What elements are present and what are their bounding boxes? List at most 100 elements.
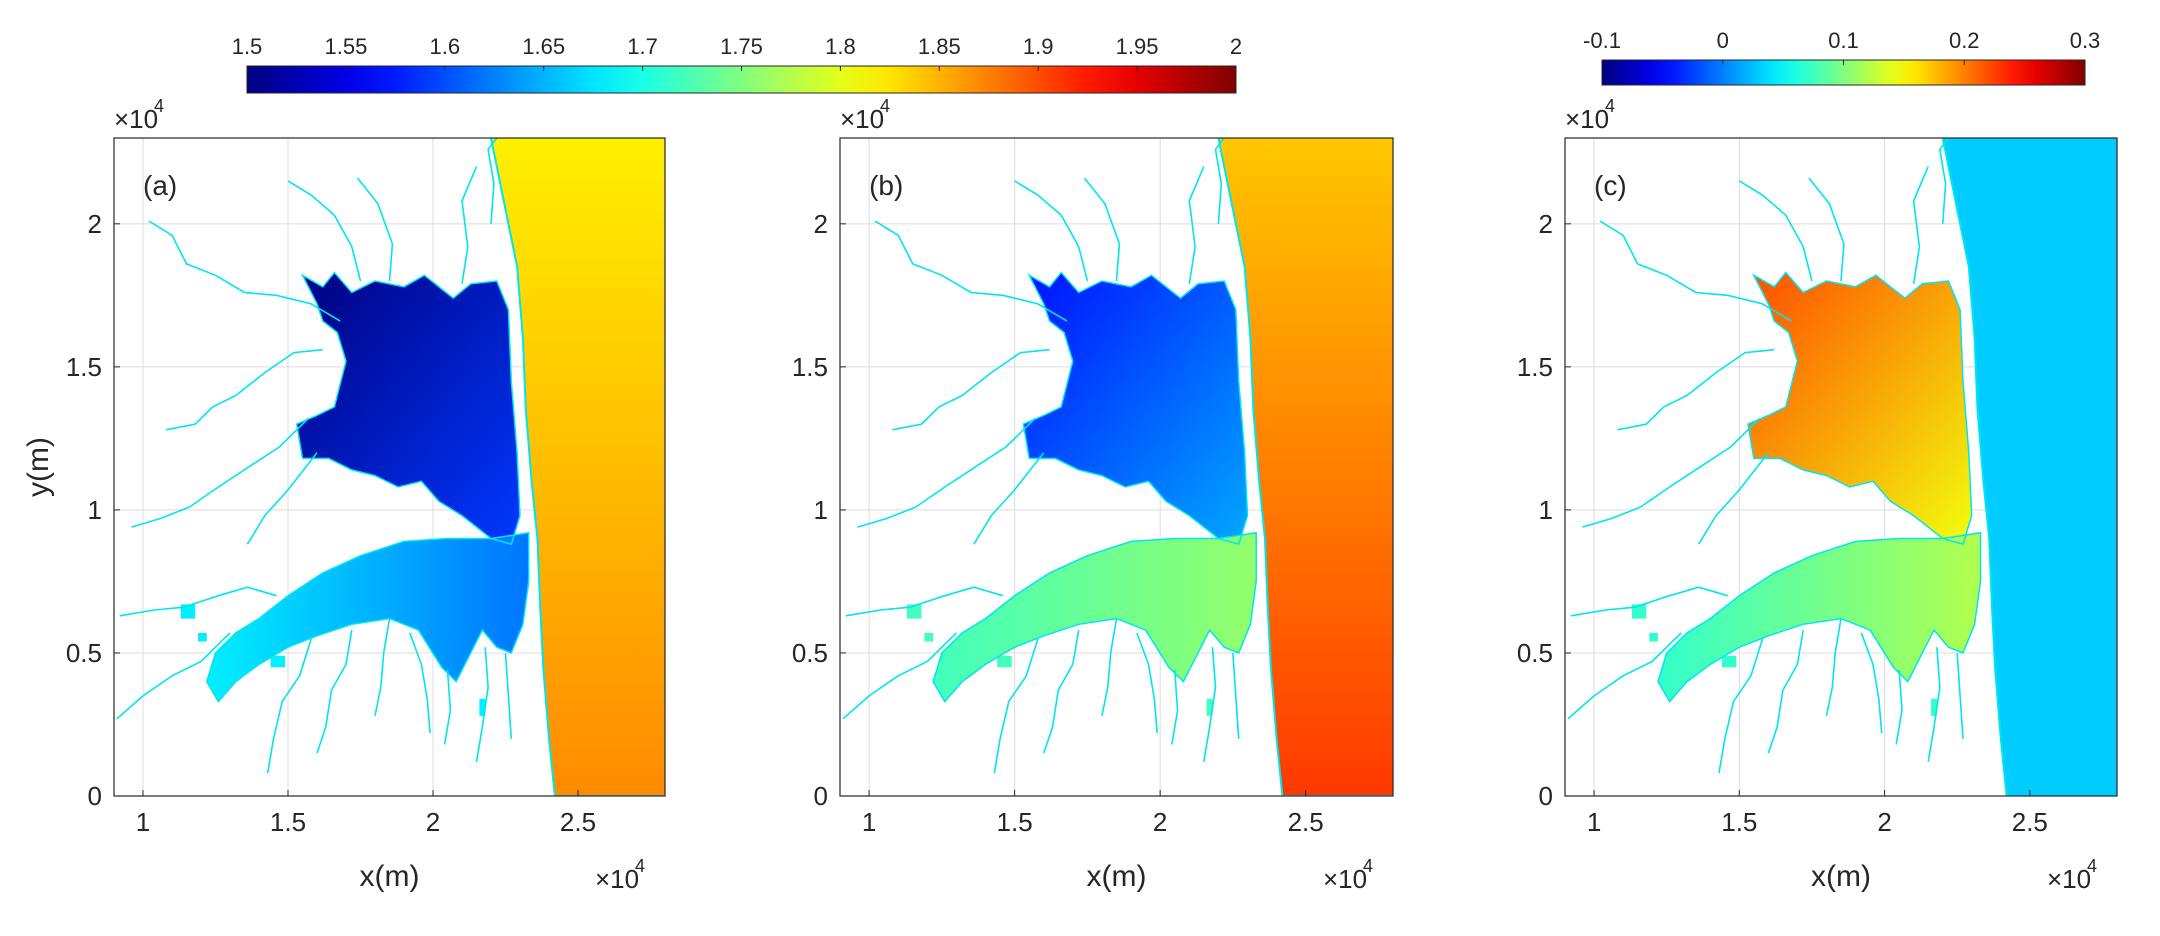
creek-line [1203,647,1217,762]
colorbar-tick-label: 2 [1230,34,1242,59]
y-tick-label: 0 [88,781,102,811]
y-tick-label: 1 [1539,495,1553,525]
y-tick-label: 2 [814,209,828,239]
panel-label: (b) [869,170,903,201]
x-tick-label: 2.5 [1288,807,1324,837]
creek-line [287,180,362,282]
x-tick-label: 2 [1153,807,1167,837]
creek-line [1014,180,1089,282]
creek-line [1567,632,1682,720]
creek-line [1101,618,1118,717]
colorbar-1: 1.5 1.55 1.6 1.65 1.7 1.75 1.8 1.85 1.9 1.95 2 [232,34,1242,94]
ocean-field [1218,138,1393,796]
river-coastline [205,531,530,703]
colorbar-tick-label: 1.5 [232,34,263,59]
x-multiplier: ×10 [1323,864,1367,894]
patch-field [1631,604,1647,619]
patch-field [1931,698,1937,716]
patch-field [906,604,922,619]
patch-field [198,632,207,642]
colorbar-tick-label: 1.85 [918,34,961,59]
creek-line [316,629,353,754]
bay-coastline [295,271,521,546]
x-axis-label: x(m) [1811,860,1871,893]
x-multiplier-exp: 4 [1363,856,1373,876]
bay-field [1748,272,1972,545]
y-multiplier-exp: 4 [1605,96,1615,116]
creek-line [166,348,323,431]
colorbar-tick-label: 1.55 [324,34,367,59]
creek-line [1860,632,1883,734]
creek-line [1214,138,1225,224]
creek-line [892,348,1050,431]
y-tick-label: 1.5 [792,352,828,382]
creek-line [1956,652,1964,739]
x-tick-label: 2 [1877,807,1891,837]
panel-label: (c) [1594,170,1627,201]
creek-line [1042,629,1080,754]
creek-line [1188,166,1205,285]
river-coastline [932,531,1257,703]
creek-line [487,138,498,224]
river-field [206,532,529,702]
patch-field [180,604,196,619]
patch-field [1721,655,1737,668]
x-tick-label: 2 [426,807,440,837]
x-axis-label: x(m) [1087,860,1147,893]
creek-line [1617,348,1775,431]
y-multiplier-exp: 4 [880,96,890,116]
y-multiplier: ×10 [1565,104,1609,134]
river-field [1658,532,1981,702]
y-tick-label: 0.5 [66,638,102,668]
creek-line [1938,138,1950,224]
y-tick-label: 2 [1539,209,1553,239]
creek-line [1570,586,1728,617]
axes-box [113,137,666,797]
x-tick-label: 1.5 [1721,807,1757,837]
creek-line [1718,638,1764,774]
creek-line [504,652,513,739]
coastline [490,138,665,796]
patch-field [1649,632,1658,642]
colorbar-tick-label: -0.1 [1583,28,1621,53]
creek-line [1927,647,1941,762]
y-axis-label: y(m) [22,437,55,497]
creek-line [857,417,1036,528]
creek-line [1171,670,1179,745]
x-tick-label: 2.5 [560,807,596,837]
axes-box [839,137,1394,797]
creek-line [246,452,318,545]
creek-line [1232,652,1240,739]
coastline [1217,138,1393,796]
ocean-field [491,138,665,796]
x-multiplier-exp: 4 [2087,856,2097,876]
creek-line [874,220,1068,322]
creek-line [116,632,231,720]
y-tick-label: 2 [88,209,102,239]
creek-line [842,632,957,720]
creek-line [1912,166,1929,285]
panel-label: (a) [143,170,177,201]
plot-area [116,138,665,796]
colorbar-tick-label: 0.3 [2070,28,2101,53]
creek-line [1697,452,1770,545]
y-tick-label: 1 [88,495,102,525]
y-tick-label: 1 [814,495,828,525]
creek-line [1136,632,1158,734]
creek-line [148,220,341,322]
y-multiplier-exp: 4 [154,96,164,116]
colorbar-tick-label: 0.1 [1828,28,1859,53]
creek-line [1738,180,1813,282]
y-tick-label: 1.5 [1517,352,1553,382]
creek-line [993,638,1039,774]
y-tick-label: 0.5 [1517,638,1553,668]
creek-line [1599,220,1793,322]
creek-line [1825,618,1842,717]
creek-line [119,586,277,617]
creek-line [1895,670,1903,745]
creek-line [409,632,431,734]
bay-field [296,272,520,545]
